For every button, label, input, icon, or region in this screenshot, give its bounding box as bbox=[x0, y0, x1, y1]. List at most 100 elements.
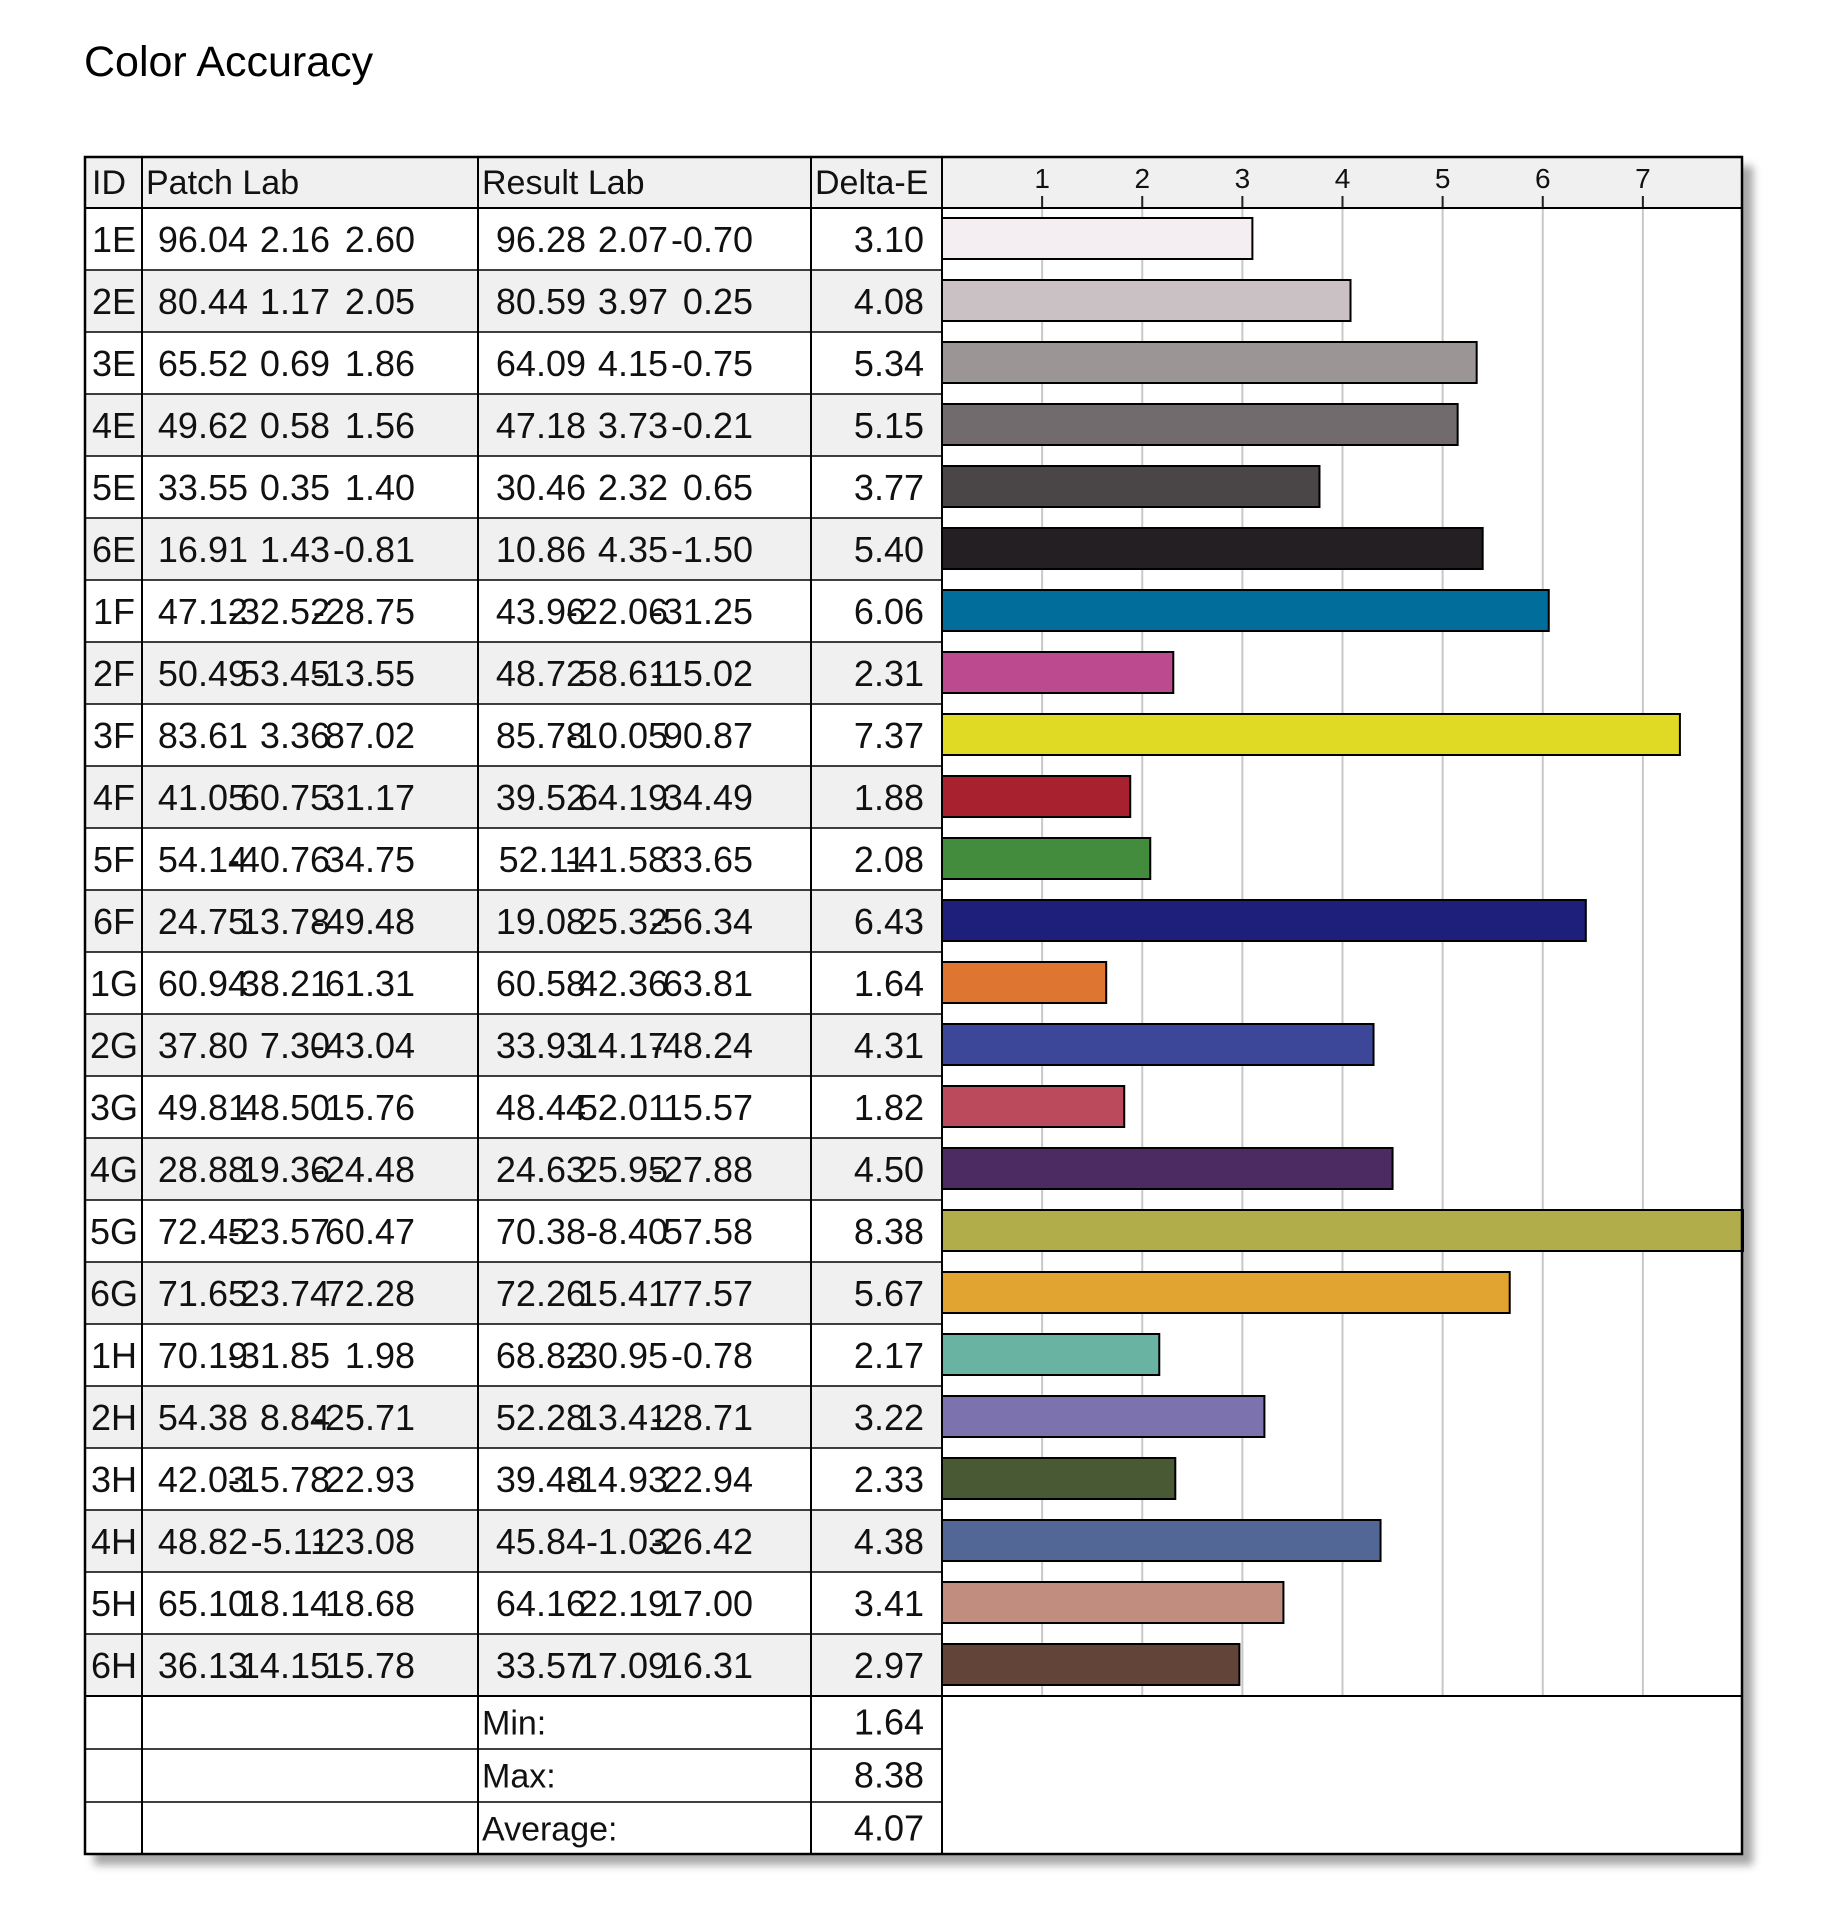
delta-e-bar bbox=[941, 527, 1484, 570]
patch-lab-value: 65.52 bbox=[158, 343, 248, 384]
result-lab-value: 43.96 bbox=[496, 591, 586, 632]
row-id: 2E bbox=[92, 281, 136, 322]
x-tick-label: 2 bbox=[1134, 163, 1150, 194]
delta-e-bar bbox=[941, 651, 1175, 694]
column-header-id: ID bbox=[92, 164, 126, 202]
delta-e-value: 4.31 bbox=[854, 1025, 924, 1066]
delta-e-bar bbox=[941, 1457, 1177, 1500]
patch-lab-value: 18.68 bbox=[325, 1583, 415, 1624]
patch-lab-value: -31.85 bbox=[228, 1335, 330, 1376]
result-lab-value: 64.16 bbox=[496, 1583, 586, 1624]
row-id: 4H bbox=[91, 1521, 137, 1562]
delta-e-value: 1.82 bbox=[854, 1087, 924, 1128]
result-lab-value: -56.34 bbox=[651, 901, 753, 942]
patch-lab-value: 96.04 bbox=[158, 219, 248, 260]
result-lab-value: 52.28 bbox=[496, 1397, 586, 1438]
result-lab-value: 25.95 bbox=[578, 1149, 668, 1190]
result-lab-value: 17.00 bbox=[663, 1583, 753, 1624]
row-id: 5G bbox=[90, 1211, 138, 1252]
result-lab-value: -31.25 bbox=[651, 591, 753, 632]
result-lab-value: -10.05 bbox=[566, 715, 668, 756]
patch-lab-value: 33.55 bbox=[158, 467, 248, 508]
patch-lab-value: 80.44 bbox=[158, 281, 248, 322]
result-lab-value: 45.84 bbox=[496, 1521, 586, 1562]
result-lab-value: 64.19 bbox=[578, 777, 668, 818]
delta-e-bar bbox=[941, 1643, 1241, 1686]
result-lab-value: 15.41 bbox=[578, 1273, 668, 1314]
patch-lab-value: -23.08 bbox=[313, 1521, 415, 1562]
result-lab-value: 4.15 bbox=[598, 343, 668, 384]
delta-e-value: 2.97 bbox=[854, 1645, 924, 1686]
patch-lab-value: 53.45 bbox=[240, 653, 330, 694]
result-lab-value: 19.08 bbox=[496, 901, 586, 942]
result-lab-value: 52.01 bbox=[578, 1087, 668, 1128]
delta-e-bar bbox=[941, 837, 1152, 880]
result-lab-value: 60.58 bbox=[496, 963, 586, 1004]
patch-lab-value: 16.91 bbox=[158, 529, 248, 570]
result-lab-value: 3.73 bbox=[598, 405, 668, 446]
patch-lab-value: 28.88 bbox=[158, 1149, 248, 1190]
color-accuracy-chart: 1 2 3 4 5 6 7 ID Patch Lab Result Lab Delta-E 1E 96.… bbox=[83, 155, 1744, 1856]
result-lab-value: 68.82 bbox=[496, 1335, 586, 1376]
patch-lab-value: 7.30 bbox=[260, 1025, 330, 1066]
result-lab-value: 72.26 bbox=[496, 1273, 586, 1314]
patch-lab-value: 36.13 bbox=[158, 1645, 248, 1686]
patch-lab-value: 15.76 bbox=[325, 1087, 415, 1128]
column-header-result-lab: Result Lab bbox=[482, 164, 645, 202]
result-lab-value: -26.42 bbox=[651, 1521, 753, 1562]
table-row-shade bbox=[84, 394, 942, 456]
row-id: 2G bbox=[90, 1025, 138, 1066]
x-tick-label: 6 bbox=[1535, 163, 1551, 194]
delta-e-bar bbox=[941, 713, 1681, 756]
table-header-bg bbox=[84, 156, 1743, 208]
table-row-shade bbox=[84, 518, 942, 580]
patch-lab-value: 87.02 bbox=[325, 715, 415, 756]
result-lab-value: 25.32 bbox=[578, 901, 668, 942]
result-lab-value: -0.75 bbox=[671, 343, 753, 384]
row-id: 6E bbox=[92, 529, 136, 570]
table-row-shade bbox=[84, 1386, 942, 1448]
delta-e-bar bbox=[941, 279, 1352, 322]
delta-e-value: 1.88 bbox=[854, 777, 924, 818]
table-row-shade bbox=[84, 1510, 942, 1572]
delta-e-bar bbox=[941, 1333, 1161, 1376]
result-lab-value: -1.50 bbox=[671, 529, 753, 570]
patch-lab-value: 8.84 bbox=[260, 1397, 330, 1438]
result-lab-value: 63.81 bbox=[663, 963, 753, 1004]
result-lab-value: 33.57 bbox=[496, 1645, 586, 1686]
result-lab-value: 2.32 bbox=[598, 467, 668, 508]
patch-lab-value: 1.17 bbox=[260, 281, 330, 322]
patch-lab-value: 0.35 bbox=[260, 467, 330, 508]
delta-e-value: 2.31 bbox=[854, 653, 924, 694]
result-lab-value: 64.09 bbox=[496, 343, 586, 384]
patch-lab-value: 50.49 bbox=[158, 653, 248, 694]
delta-e-value: 2.33 bbox=[854, 1459, 924, 1500]
patch-lab-value: 49.81 bbox=[158, 1087, 248, 1128]
delta-e-value: 3.77 bbox=[854, 467, 924, 508]
delta-e-bar bbox=[941, 1209, 1744, 1252]
result-lab-value: 47.18 bbox=[496, 405, 586, 446]
table-row-shade bbox=[84, 1262, 942, 1324]
result-lab-value: -28.71 bbox=[651, 1397, 753, 1438]
delta-e-bar bbox=[941, 1519, 1382, 1562]
x-tick-label: 7 bbox=[1635, 163, 1651, 194]
patch-lab-value: 54.38 bbox=[158, 1397, 248, 1438]
patch-lab-value: -15.78 bbox=[228, 1459, 330, 1500]
delta-e-bar bbox=[941, 403, 1459, 446]
table-row-shade bbox=[84, 766, 942, 828]
row-id: 1H bbox=[91, 1335, 137, 1376]
result-lab-value: -27.88 bbox=[651, 1149, 753, 1190]
page-title: Color Accuracy bbox=[84, 38, 374, 86]
delta-e-bar bbox=[941, 1023, 1375, 1066]
row-id: 6F bbox=[93, 901, 135, 942]
patch-lab-value: -32.52 bbox=[228, 591, 330, 632]
row-id: 3H bbox=[91, 1459, 137, 1500]
patch-lab-value: 48.50 bbox=[240, 1087, 330, 1128]
row-id: 1E bbox=[92, 219, 136, 260]
result-lab-value: 42.36 bbox=[578, 963, 668, 1004]
result-lab-value: 15.57 bbox=[663, 1087, 753, 1128]
delta-e-value: 8.38 bbox=[854, 1211, 924, 1252]
patch-lab-value: 47.12 bbox=[158, 591, 248, 632]
patch-lab-value: 72.45 bbox=[158, 1211, 248, 1252]
result-lab-value: 22.94 bbox=[663, 1459, 753, 1500]
